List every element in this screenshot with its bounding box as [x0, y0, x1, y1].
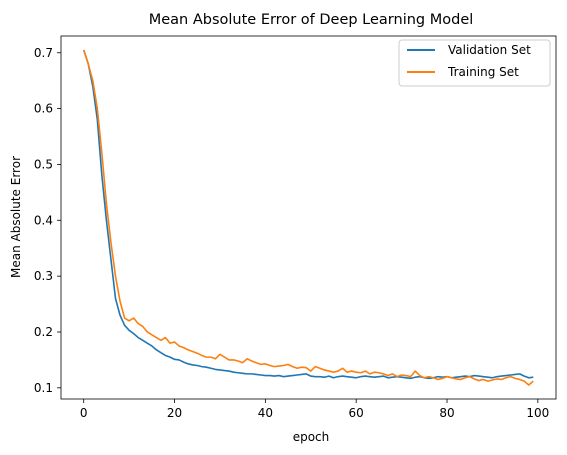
x-tick-label: 0 [80, 406, 88, 420]
legend-frame [398, 39, 551, 87]
y-axis: 0.1 0.2 0.3 0.4 0.5 0.6 0.7 [34, 46, 61, 395]
y-axis-title: Mean Absolute Error [9, 156, 23, 278]
series-line-training-set [82, 49, 534, 386]
legend-label-training: Training Set [447, 65, 519, 79]
chart-title: Mean Absolute Error of Deep Learning Mod… [149, 12, 474, 28]
x-tick-label: 100 [526, 406, 549, 420]
x-tick-label: 80 [439, 406, 454, 420]
legend: Validation Set Training Set [398, 39, 551, 87]
series-line-validation-set [82, 49, 534, 380]
x-tick-label: 20 [167, 406, 182, 420]
y-tick-label: 0.3 [34, 269, 53, 283]
y-tick-label: 0.6 [34, 102, 53, 116]
y-tick-label: 0.1 [34, 381, 53, 395]
x-tick-label: 40 [258, 406, 273, 420]
legend-label-validation: Validation Set [448, 43, 531, 57]
y-tick-label: 0.5 [34, 157, 53, 171]
y-tick-label: 0.7 [34, 46, 53, 60]
series-layer [82, 49, 534, 386]
x-tick-label: 60 [349, 406, 364, 420]
x-axis-title: epoch [293, 430, 330, 444]
plot-area [60, 35, 557, 400]
y-tick-label: 0.2 [34, 325, 53, 339]
y-tick-label: 0.4 [34, 213, 53, 227]
x-axis: 0 20 40 60 80 100 [80, 399, 549, 420]
plot-frame [60, 35, 557, 400]
